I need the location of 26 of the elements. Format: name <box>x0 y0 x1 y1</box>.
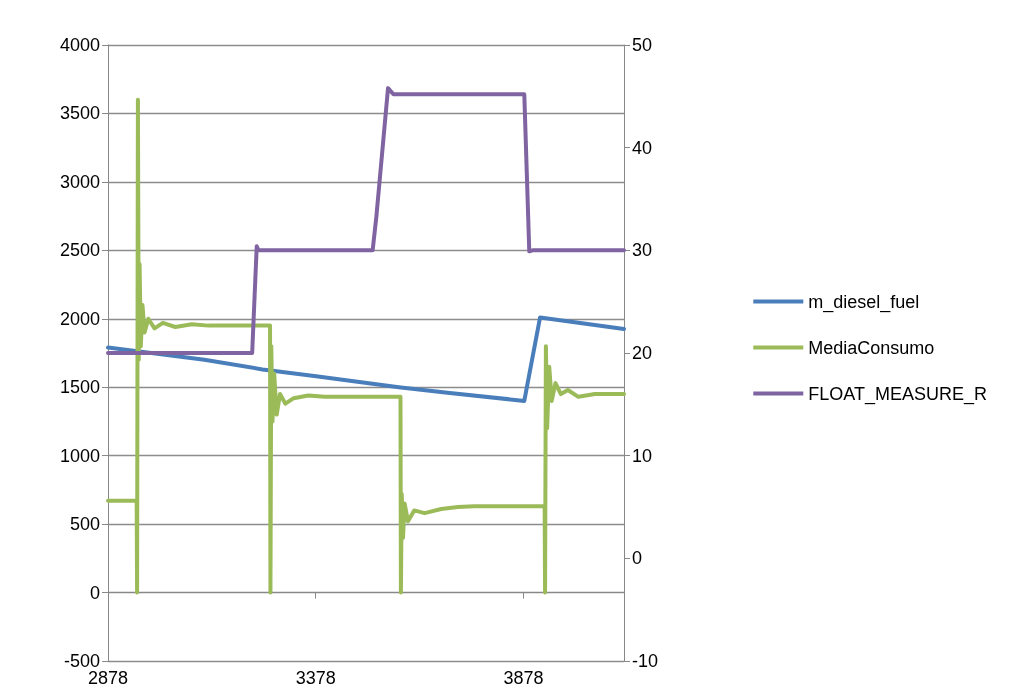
y-tick-label: 3000 <box>59 171 100 192</box>
y2-tick-label: 0 <box>632 548 643 569</box>
line-series <box>106 315 626 403</box>
y-tick-label: 1000 <box>59 445 100 466</box>
y-tick-label: 0 <box>89 582 100 603</box>
y2-tick-label: 20 <box>632 343 653 363</box>
y2-tick-label: 10 <box>632 445 653 466</box>
legend-label: FLOAT_MEASURE_R <box>808 383 988 405</box>
legend-label: MediaConsumo <box>808 337 935 358</box>
y2-tick-label: -10 <box>632 651 659 671</box>
line-series <box>106 86 626 355</box>
y-tick-label: 4000 <box>59 35 100 55</box>
y2-tick-label: 30 <box>632 240 653 261</box>
x-tick-label: 3878 <box>503 668 544 688</box>
legend-label: m_diesel_fuel <box>808 291 920 313</box>
y-tick-label: 2000 <box>59 308 100 329</box>
y-tick-label: 500 <box>69 514 100 535</box>
y2-tick-label: 50 <box>632 35 653 55</box>
x-tick-label: 2878 <box>87 668 129 688</box>
y-tick-label: -500 <box>63 651 100 671</box>
y-tick-label: 1500 <box>59 377 100 398</box>
y-tick-label: 3500 <box>59 103 100 124</box>
line-series <box>106 97 626 595</box>
x-tick-label: 3378 <box>295 668 336 688</box>
y2-tick-label: 40 <box>632 137 653 158</box>
y-tick-label: 2500 <box>59 240 100 261</box>
